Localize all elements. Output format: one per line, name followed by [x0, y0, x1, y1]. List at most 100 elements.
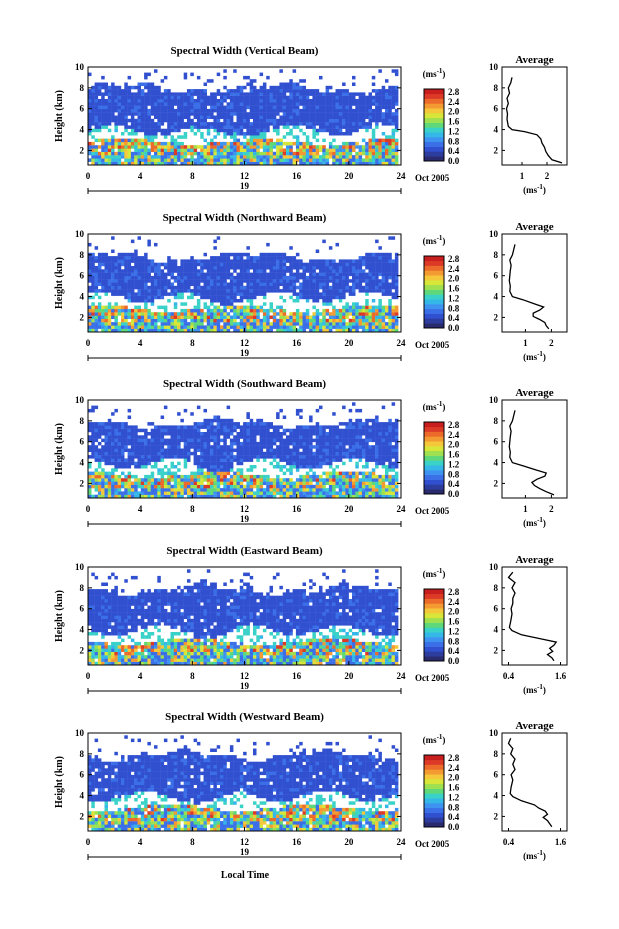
heatmap-cell — [299, 92, 303, 96]
heatmap-cell — [213, 305, 217, 310]
heatmap-cell — [371, 328, 376, 333]
heatmap-cell — [180, 259, 184, 263]
heatmap-cell — [328, 122, 333, 126]
heatmap-cell — [375, 108, 379, 113]
heatmap-cell — [137, 275, 141, 280]
heatmap-cell — [233, 315, 237, 319]
heatmap-cell — [276, 161, 280, 166]
heatmap-cell — [256, 315, 260, 319]
heatmap-cell — [216, 458, 221, 462]
heatmap-cell — [101, 82, 105, 86]
heatmap-cell — [236, 99, 240, 103]
heatmap-cell — [210, 461, 214, 466]
heatmap-cell — [94, 448, 99, 452]
colorbar-unit-close: ) — [442, 236, 445, 246]
heatmap-cell — [134, 491, 138, 495]
heatmap-cell — [150, 451, 155, 456]
heatmap-cell — [253, 285, 257, 290]
heatmap-cell — [187, 494, 191, 499]
heatmap-cell — [144, 295, 148, 300]
heatmap-cell — [269, 92, 273, 96]
heatmap-cell — [130, 494, 135, 499]
heatmap-cell — [177, 432, 181, 436]
heatmap-cell — [256, 266, 260, 270]
colorbar-tick-label: 0.8 — [448, 136, 460, 146]
heatmap-cell — [170, 259, 174, 263]
heatmap-cell — [97, 302, 102, 306]
heatmap-cell — [117, 115, 122, 119]
heatmap-cell — [342, 308, 346, 313]
heatmap-cell — [170, 108, 174, 113]
heatmap-cell — [140, 112, 145, 116]
heatmap-cell — [94, 279, 99, 283]
heatmap-cell — [358, 256, 363, 260]
heatmap-cell — [266, 252, 270, 257]
heatmap-cell — [276, 108, 280, 113]
heatmap-cell — [210, 432, 214, 436]
heatmap-cell — [345, 308, 349, 313]
heatmap-cell — [91, 285, 95, 290]
heatmap-cell — [213, 425, 217, 429]
heatmap-cell — [358, 118, 363, 123]
heatmap-cell — [200, 122, 204, 126]
heatmap-cell — [203, 151, 207, 156]
heatmap-cell — [170, 99, 174, 103]
heatmap-cell — [223, 451, 227, 456]
heatmap-cell — [259, 102, 264, 106]
heatmap-cell — [269, 138, 273, 143]
heatmap-cell — [236, 474, 240, 479]
heatmap-cell — [111, 161, 115, 166]
heatmap-cell — [328, 302, 333, 306]
heatmap-cell — [124, 272, 128, 277]
heatmap-cell — [157, 445, 161, 449]
heatmap-cell — [137, 82, 141, 86]
heatmap-cell — [127, 262, 132, 267]
heatmap-cell — [229, 132, 234, 136]
heatmap-cell — [299, 325, 303, 329]
heatmap-cell — [361, 275, 366, 280]
heatmap-cell — [173, 488, 178, 492]
heatmap-cell — [295, 308, 300, 313]
heatmap-cell — [223, 471, 227, 476]
heatmap-cell — [170, 145, 174, 149]
heatmap-cell — [210, 279, 214, 283]
heatmap-cell — [266, 108, 270, 113]
heatmap-cell — [104, 102, 108, 106]
heatmap-cell — [144, 481, 148, 485]
heatmap-cell — [279, 138, 283, 143]
heatmap-cell — [88, 488, 92, 492]
heatmap-cell — [94, 128, 99, 133]
heatmap-cell — [144, 158, 148, 162]
heatmap-cell — [157, 279, 161, 283]
heatmap-cell — [170, 491, 174, 495]
heatmap-cell — [289, 99, 293, 103]
heatmap-cell — [295, 259, 300, 263]
heatmap-cell — [193, 305, 198, 310]
heatmap-cell — [236, 115, 240, 119]
heatmap-cell — [177, 135, 181, 139]
heatmap-cell — [88, 266, 92, 270]
heatmap-cell — [309, 145, 313, 149]
heatmap-cell — [322, 285, 326, 290]
heatmap-cell — [193, 148, 198, 152]
heatmap-cell — [91, 308, 95, 313]
heatmap-cell — [292, 325, 297, 329]
heatmap-cell — [243, 441, 247, 446]
heatmap-cell — [160, 322, 165, 326]
heatmap-cell — [111, 455, 115, 459]
heatmap-cell — [111, 92, 115, 96]
heatmap-cell — [342, 315, 346, 319]
heatmap-cell — [259, 328, 264, 333]
heatmap-cell — [91, 494, 95, 499]
heatmap-cell — [233, 252, 237, 257]
heatmap-cell — [266, 272, 270, 277]
heatmap-cell — [246, 128, 250, 133]
heatmap-cell — [378, 252, 382, 257]
heatmap-cell — [183, 135, 188, 139]
heatmap-cell — [239, 108, 244, 113]
heatmap-cell — [173, 155, 178, 159]
heatmap-cell — [312, 125, 316, 129]
heatmap-cell — [259, 269, 264, 273]
heatmap-cell — [160, 435, 165, 439]
heatmap-cell — [358, 272, 363, 277]
